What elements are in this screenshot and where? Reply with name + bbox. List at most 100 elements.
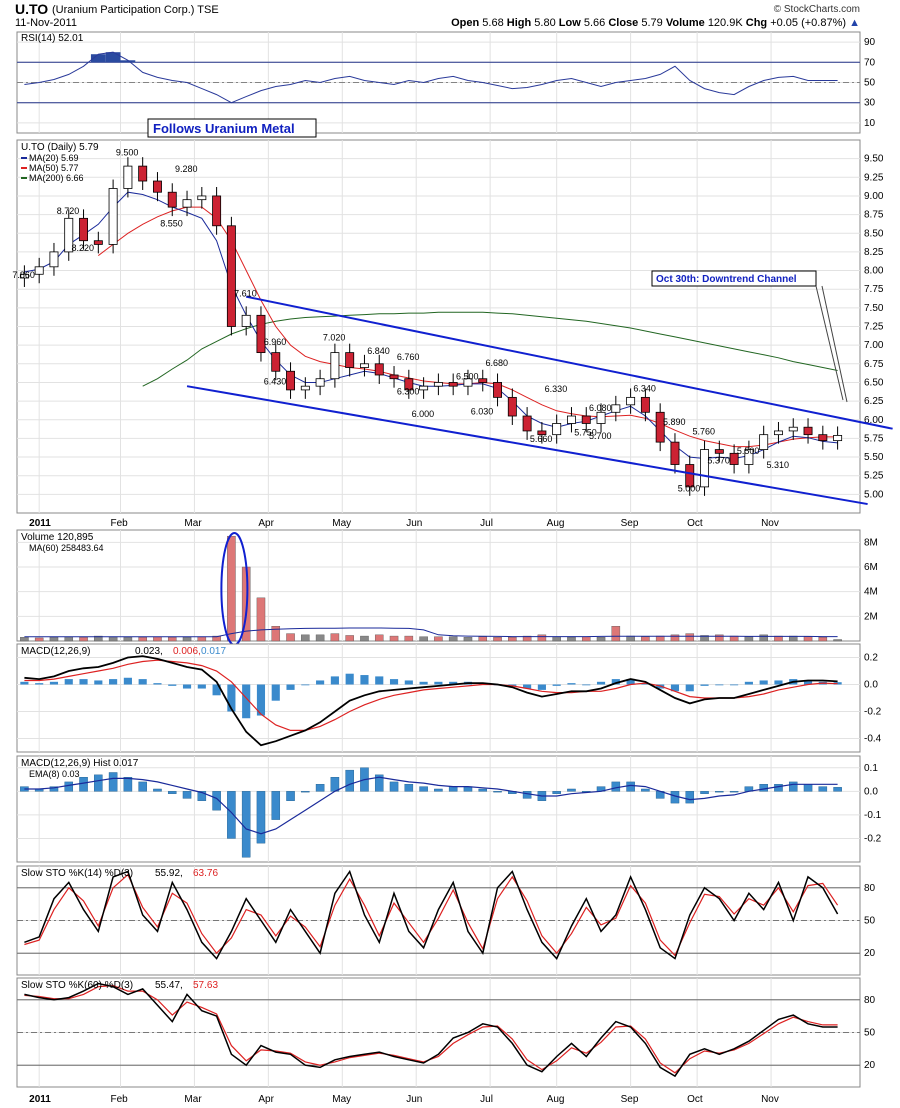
macd-ytick-0: 0.2 <box>864 653 878 664</box>
volume-bar <box>286 633 295 642</box>
macd-hist-bar <box>537 684 546 690</box>
price-ytick-2: 5.50 <box>864 452 884 463</box>
candle-body <box>655 411 665 443</box>
macd-ytick-2: -0.2 <box>864 707 882 718</box>
macd-hist-bar <box>256 684 266 716</box>
price-annotation: 6.430 <box>264 377 287 387</box>
candle-body <box>256 314 266 354</box>
volume-bar <box>700 635 709 642</box>
price-ytick-13: 8.25 <box>864 247 884 258</box>
sto60-ytick-0: 20 <box>864 1060 876 1071</box>
hist-bar <box>729 791 739 793</box>
candle-body <box>640 396 650 413</box>
macd-hist-value: 0.017 <box>201 646 226 657</box>
candle-body <box>566 415 576 424</box>
rsi-ytick-0: 10 <box>864 118 876 129</box>
hist-bar <box>330 777 340 792</box>
macd-hist-bar <box>212 684 221 696</box>
volume-bar <box>315 634 325 642</box>
channel-note-pointer <box>815 285 844 401</box>
hist-bar <box>818 786 828 792</box>
bottom-xtick-9: Oct <box>687 1094 703 1105</box>
macd-hist-bar <box>508 684 517 686</box>
candle-body <box>300 385 310 391</box>
volume-bar <box>478 636 488 642</box>
volume-bar <box>79 637 88 642</box>
macd-hist-bar <box>404 680 413 685</box>
volume-label: Volume <box>665 17 705 29</box>
volume-bar <box>167 637 177 642</box>
volume-bar <box>301 634 310 642</box>
price-xtick-2: Mar <box>184 518 202 529</box>
overlay-label-0: MA(20) 5.69 <box>29 153 79 163</box>
volume-bar <box>493 637 502 642</box>
macd-hist-bar <box>301 684 310 686</box>
macd-hist-bar <box>389 679 399 685</box>
volume-bar <box>94 635 103 642</box>
macd-signal-value: 0.006, <box>173 646 201 657</box>
hist-bar <box>345 769 354 792</box>
bottom-xtick-2: Mar <box>184 1094 202 1105</box>
sto14-label: Slow STO %K(14) %D(3) <box>21 868 133 879</box>
hist-bar <box>167 791 177 794</box>
price-annotation: 6.080 <box>589 403 612 413</box>
candle-body <box>522 415 532 432</box>
price-ytick-18: 9.50 <box>864 154 884 165</box>
sto60-d-value: 57.63 <box>193 980 218 991</box>
volume-bar <box>108 636 118 642</box>
candle-body <box>330 352 340 380</box>
hist-ytick-2: -0.1 <box>864 810 882 821</box>
macd-hist-bar <box>345 673 354 685</box>
price-annotation: 7.860 <box>12 270 35 280</box>
volume-bar <box>744 636 754 642</box>
volume-bar <box>833 639 842 642</box>
candle-body <box>818 434 828 442</box>
hist-bar <box>685 791 695 804</box>
channel-note-box <box>651 270 817 287</box>
candle-body <box>374 363 384 376</box>
candle-body <box>433 382 443 387</box>
price-ytick-6: 6.50 <box>864 377 884 388</box>
price-ytick-8: 7.00 <box>864 340 884 351</box>
macd-hist-bar <box>271 684 280 701</box>
candle-body <box>419 385 429 391</box>
macd-hist-bar <box>330 676 339 685</box>
price-annotation: 6.680 <box>486 358 509 368</box>
macd-hist-bar <box>49 681 59 685</box>
candle-body <box>359 363 369 368</box>
sto14-ytick-2: 80 <box>864 883 876 894</box>
sto60-label: Slow STO %K(60) %D(3) <box>21 980 133 991</box>
follows-box <box>147 118 317 138</box>
bottom-xtick-4: May <box>332 1094 351 1105</box>
volume-bar <box>123 637 133 642</box>
hist-bar <box>138 781 147 792</box>
sto60-k-line <box>24 982 838 1078</box>
chg-value: +0.05 (+0.87%) <box>770 17 847 29</box>
volume-bar <box>419 636 428 642</box>
hist-bar <box>153 788 162 792</box>
open-label: Open <box>451 17 480 29</box>
close-label: Close <box>608 17 639 29</box>
follows-annotation: Follows Uranium Metal <box>153 121 295 136</box>
candle-body <box>448 382 458 387</box>
candle-body <box>759 434 769 450</box>
hist-bar <box>64 781 74 792</box>
rsi-ytick-1: 30 <box>864 98 876 109</box>
macd-hist-bar <box>626 679 635 685</box>
volume-bar <box>803 636 813 642</box>
volume-bar <box>49 637 59 642</box>
macd-hist-bar <box>449 681 458 685</box>
volume-bar <box>153 636 162 642</box>
price-annotation: 5.760 <box>693 427 716 437</box>
rsi-label: RSI(14) 52.01 <box>21 33 84 44</box>
rsi-overbought-fill <box>105 52 121 63</box>
candle-body <box>463 378 473 387</box>
hist-bar <box>522 791 532 799</box>
bottom-xtick-5: Jun <box>406 1094 422 1105</box>
macd-hist-bar <box>123 677 132 685</box>
price-ytick-11: 7.75 <box>864 284 884 295</box>
price-annotation: 6.340 <box>633 383 656 393</box>
volume-bar <box>227 535 236 642</box>
bottom-xtick-8: Sep <box>621 1094 639 1105</box>
price-ytick-3: 5.75 <box>864 433 884 444</box>
